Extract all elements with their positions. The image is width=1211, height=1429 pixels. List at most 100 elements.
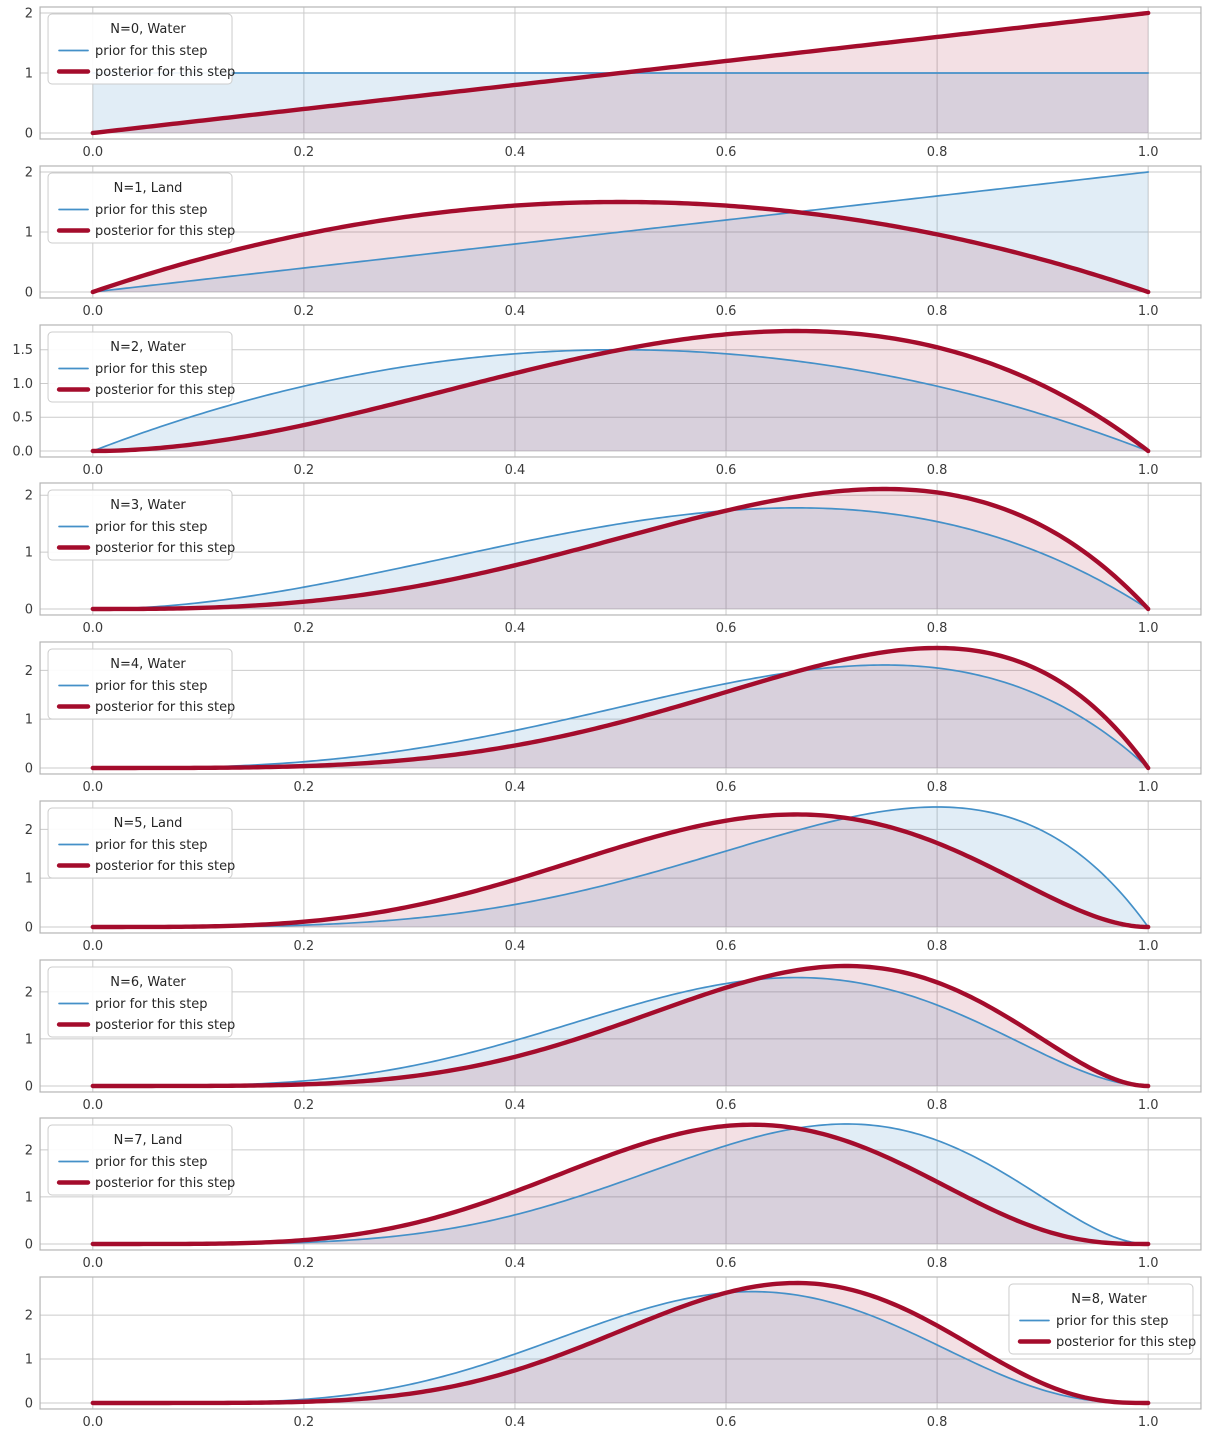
x-tick-label: 0.0 — [82, 1256, 103, 1270]
x-tick-label: 1.0 — [1138, 780, 1159, 794]
x-tick-label: 0.2 — [294, 939, 315, 953]
subplot-n3: 0 1 2 0.0 0.2 0.4 0.6 0.8 1.0 N=3, Water prior for… — [0, 476, 1211, 636]
y-tick-label: 1 — [25, 1191, 33, 1206]
x-tick-label: 1.0 — [1138, 145, 1159, 159]
x-tick-label: 0.8 — [927, 1256, 948, 1270]
legend: N=3, Water prior for this step posterior f… — [47, 489, 235, 561]
legend-title: N=3, Water — [110, 498, 186, 513]
x-tick-label: 0.8 — [927, 939, 948, 953]
subplot-n0: 0 1 2 0.0 0.2 0.4 0.6 0.8 1.0 N=0, Water prior for… — [0, 0, 1211, 159]
legend-entry-prior-label: prior for this step — [95, 997, 208, 1012]
legend-entry-posterior-label: posterior for this step — [95, 224, 235, 239]
plot-border — [39, 1117, 1202, 1251]
legend: N=0, Water prior for this step posterior f… — [47, 13, 235, 85]
x-tick-label: 0.8 — [927, 1415, 948, 1429]
prior-line — [91, 664, 1150, 769]
x-tick-label: 1.0 — [1138, 939, 1159, 953]
prior-fill — [92, 72, 1149, 133]
legend-entry-posterior-label: posterior for this step — [95, 541, 235, 556]
posterior-fill — [92, 1283, 1149, 1404]
x-tick-label: 0.6 — [716, 1256, 737, 1270]
subplot-n5: 0 1 2 0.0 0.2 0.4 0.6 0.8 1.0 N=5, Land prior for … — [0, 793, 1211, 953]
prior-fill — [92, 349, 1149, 451]
x-tick-label: 1.0 — [1138, 1415, 1159, 1429]
posterior-line — [90, 963, 1151, 1088]
prior-fill — [92, 1291, 1149, 1404]
x-tick-label: 0.4 — [505, 463, 526, 477]
legend-entry-posterior-label: posterior for this step — [95, 383, 235, 398]
x-tick-label: 0.2 — [294, 145, 315, 159]
legend-title: N=1, Land — [114, 181, 183, 196]
x-tick-label: 0.8 — [927, 1098, 948, 1112]
y-tick-label: 0 — [25, 1238, 33, 1253]
legend-box — [1008, 1283, 1194, 1355]
legend-entry-prior-label: prior for this step — [95, 520, 208, 535]
plot-border — [39, 482, 1202, 616]
legend-title: N=2, Water — [110, 340, 186, 355]
plot-border — [39, 165, 1202, 299]
y-tick-label: 1.5 — [12, 343, 33, 358]
y-tick-label: 0.0 — [12, 444, 33, 459]
legend-box — [47, 807, 233, 879]
legend-entry-posterior-label: posterior for this step — [95, 1176, 235, 1191]
x-tick-label: 0.6 — [716, 1098, 737, 1112]
legend: N=4, Water prior for this step posterior f… — [47, 648, 235, 720]
y-tick-label: 2 — [25, 664, 33, 679]
posterior-fill — [92, 1125, 1149, 1245]
y-tick-label: 0 — [25, 603, 33, 618]
y-tick-label: 2 — [25, 489, 33, 504]
posterior-line — [90, 487, 1151, 612]
legend-entry-prior-label: prior for this step — [95, 44, 208, 59]
x-tick-label: 1.0 — [1138, 621, 1159, 635]
legend-entry-prior-label: prior for this step — [95, 838, 208, 853]
y-tick-label: 0 — [25, 1397, 33, 1412]
plot-border — [39, 800, 1202, 934]
x-tick-label: 0.2 — [294, 1415, 315, 1429]
x-tick-label: 0.4 — [505, 145, 526, 159]
plot-border — [39, 1276, 1202, 1410]
legend: N=6, Water prior for this step posterior f… — [47, 966, 235, 1038]
subplot-n7: 0 1 2 0.0 0.2 0.4 0.6 0.8 1.0 N=7, Land prior for … — [0, 1111, 1211, 1271]
prior-line — [91, 507, 1150, 611]
x-tick-label: 0.8 — [927, 145, 948, 159]
subplot-n1: 0 1 2 0.0 0.2 0.4 0.6 0.8 1.0 N=1, Land prior for … — [0, 158, 1211, 318]
prior-fill — [92, 508, 1149, 610]
legend-entry-prior-label: prior for this step — [95, 679, 208, 694]
x-tick-label: 0.4 — [505, 304, 526, 318]
legend-entry-posterior-label: posterior for this step — [1056, 1335, 1196, 1350]
legend-box — [47, 648, 233, 720]
subplot-n4: 0 1 2 0.0 0.2 0.4 0.6 0.8 1.0 N=4, Water prior for… — [0, 635, 1211, 794]
legend-box — [47, 172, 233, 244]
x-tick-label: 0.6 — [716, 780, 737, 794]
legend-title: N=5, Land — [114, 816, 183, 831]
x-tick-label: 1.0 — [1138, 1256, 1159, 1270]
subplot-n6: 0 1 2 0.0 0.2 0.4 0.6 0.8 1.0 N=6, Water prior for… — [0, 952, 1211, 1112]
y-tick-label: 1 — [25, 871, 33, 886]
x-tick-label: 1.0 — [1138, 304, 1159, 318]
legend: N=1, Land prior for this step posterior fo… — [47, 172, 235, 244]
legend-title: N=6, Water — [110, 975, 186, 990]
legend: N=8, Water prior for this step posterior f… — [1008, 1283, 1196, 1355]
posterior-line — [90, 812, 1151, 930]
legend-title: N=0, Water — [110, 22, 186, 37]
posterior-line — [90, 1280, 1151, 1406]
legend-title: N=4, Water — [110, 657, 186, 672]
x-tick-label: 0.2 — [294, 1256, 315, 1270]
posterior-line — [90, 1122, 1151, 1247]
y-tick-label: 0 — [25, 1079, 33, 1094]
posterior-line — [90, 328, 1151, 453]
y-tick-label: 2 — [25, 985, 33, 1000]
x-tick-label: 0.2 — [294, 780, 315, 794]
prior-fill — [92, 806, 1149, 927]
legend: N=7, Land prior for this step posterior fo… — [47, 1124, 235, 1196]
x-tick-label: 0.8 — [927, 463, 948, 477]
y-tick-label: 2 — [25, 823, 33, 838]
x-tick-label: 0.6 — [716, 621, 737, 635]
x-tick-label: 0.4 — [505, 621, 526, 635]
x-tick-label: 0.0 — [82, 1415, 103, 1429]
x-tick-label: 0.0 — [82, 939, 103, 953]
y-tick-label: 2 — [25, 165, 33, 180]
x-tick-label: 0.2 — [294, 621, 315, 635]
legend-box — [47, 331, 233, 403]
